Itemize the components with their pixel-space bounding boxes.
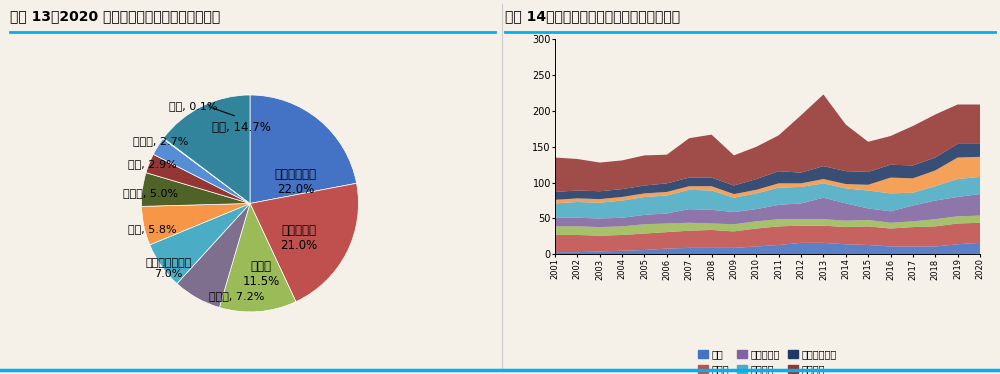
- Wedge shape: [153, 139, 250, 203]
- Wedge shape: [163, 95, 250, 203]
- Wedge shape: [163, 138, 250, 203]
- Text: 菲律宾, 5.0%: 菲律宾, 5.0%: [123, 188, 178, 197]
- Wedge shape: [250, 183, 358, 302]
- Text: 新喀里多尼亚，
7.0%: 新喀里多尼亚， 7.0%: [145, 258, 192, 279]
- Text: 美国, 0.1%: 美国, 0.1%: [169, 101, 218, 111]
- Text: 中国, 2.9%: 中国, 2.9%: [128, 159, 177, 169]
- Wedge shape: [146, 154, 250, 203]
- Wedge shape: [142, 203, 250, 245]
- Text: 其他, 14.7%: 其他, 14.7%: [212, 121, 271, 134]
- Wedge shape: [219, 203, 296, 312]
- Text: 古巴, 5.8%: 古巴, 5.8%: [128, 224, 177, 234]
- Wedge shape: [250, 95, 357, 203]
- Text: 俄罗斯, 7.2%: 俄罗斯, 7.2%: [209, 291, 265, 301]
- Text: 巴西，
11.5%: 巴西， 11.5%: [242, 260, 279, 288]
- Text: 图表 13：2020 年全球主要国家镍资源储量占比: 图表 13：2020 年全球主要国家镍资源储量占比: [10, 9, 220, 23]
- Text: 印度尼西亚，
22.0%: 印度尼西亚， 22.0%: [275, 168, 317, 196]
- Legend: 中国, 俄罗斯, 加拿大, 印度尼西亚, 澳大利亚, 菲律宾, 新喀里多尼亚, 全球其它: 中国, 俄罗斯, 加拿大, 印度尼西亚, 澳大利亚, 菲律宾, 新喀里多尼亚, …: [694, 345, 841, 374]
- Wedge shape: [150, 203, 250, 283]
- Text: 加拿大, 2.7%: 加拿大, 2.7%: [133, 135, 189, 145]
- Wedge shape: [142, 173, 250, 206]
- Text: 图表 14：全球主要国家镍资源产量（万吨）: 图表 14：全球主要国家镍资源产量（万吨）: [505, 9, 680, 23]
- Wedge shape: [177, 203, 250, 307]
- Text: 澳大利亚，
21.0%: 澳大利亚， 21.0%: [280, 224, 317, 252]
